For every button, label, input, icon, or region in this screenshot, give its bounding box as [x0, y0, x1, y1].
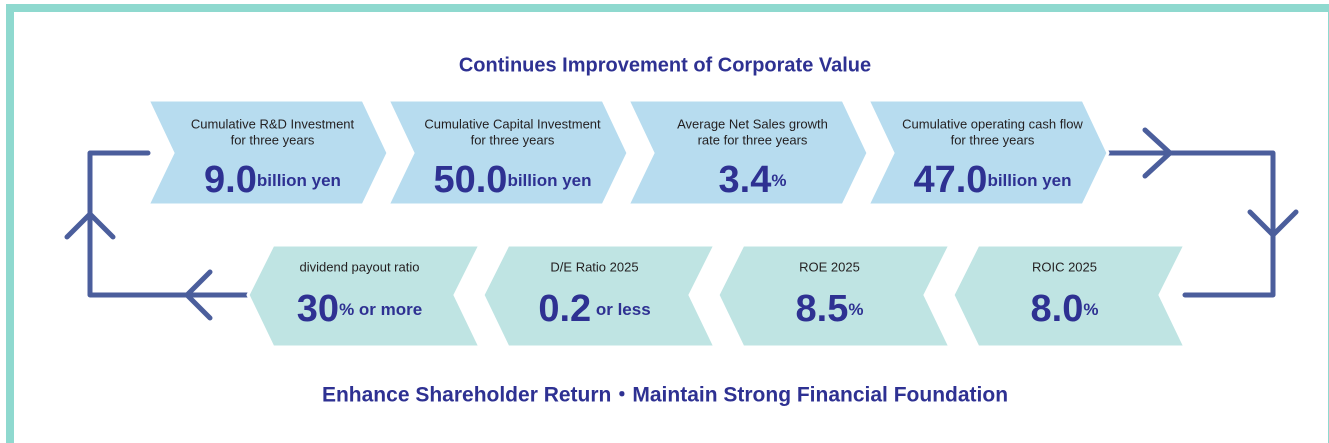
value: 3.4% — [719, 159, 787, 201]
loop-lines — [64, 127, 1299, 321]
bottom-chevron — [716, 243, 953, 349]
value-number: 3.4 — [719, 159, 772, 201]
label: ROIC 2025 — [1032, 259, 1097, 274]
value-number: 8.0 — [1031, 288, 1084, 330]
value-number: 9.0 — [204, 159, 257, 201]
label: dividend payout ratio — [300, 259, 420, 274]
top-chevron — [145, 98, 390, 207]
value: 30% or more — [297, 288, 422, 330]
value-unit: % — [771, 171, 786, 190]
arrow-right — [1142, 127, 1173, 179]
label: Cumulative Capital Investment — [424, 116, 601, 131]
value: 0.2 or less — [538, 288, 650, 330]
arrow-down — [1247, 209, 1299, 238]
value: 47.0billion yen — [913, 159, 1071, 201]
label: D/E Ratio 2025 — [550, 259, 638, 274]
left-loop — [87, 150, 251, 298]
value-unit: % — [1083, 300, 1098, 319]
label: Cumulative R&D Investment — [191, 116, 355, 131]
value-number: 50.0 — [433, 159, 507, 201]
label: ROE 2025 — [799, 259, 860, 274]
value: 9.0billion yen — [204, 159, 341, 201]
value-unit: billion yen — [987, 171, 1071, 190]
footer: Enhance Shareholder Return・Maintain Stro… — [322, 384, 1008, 407]
label: rate for three years — [698, 132, 808, 147]
value-number: 8.5 — [796, 288, 849, 330]
label: for three years — [951, 132, 1035, 147]
top-chevron — [865, 98, 1110, 207]
bottom-chevron — [481, 243, 718, 349]
value-number: 47.0 — [913, 159, 987, 201]
arrow-up — [64, 211, 116, 240]
value-unit: billion yen — [507, 171, 591, 190]
right-loop — [1105, 150, 1276, 298]
value-unit: % — [848, 300, 863, 319]
label: for three years — [471, 132, 555, 147]
label: Cumulative operating cash flow — [902, 116, 1083, 131]
bottom-chevron — [951, 243, 1188, 349]
value: 8.0% — [1031, 288, 1099, 330]
top-chevron — [625, 98, 870, 207]
value-number: 0.2 — [538, 288, 591, 330]
value-unit: or less — [591, 300, 651, 319]
label: Average Net Sales growth — [677, 116, 828, 131]
value-unit: % or more — [339, 300, 422, 319]
top-chevron — [385, 98, 630, 207]
value-number: 30 — [297, 288, 339, 330]
title: Continues Improvement of Corporate Value — [459, 54, 871, 76]
frame — [6, 4, 1329, 443]
value-unit: billion yen — [257, 171, 341, 190]
label: for three years — [231, 132, 315, 147]
bottom-chevron — [246, 243, 483, 349]
value: 50.0billion yen — [433, 159, 591, 201]
arrow-left — [184, 269, 213, 321]
value: 8.5% — [796, 288, 864, 330]
